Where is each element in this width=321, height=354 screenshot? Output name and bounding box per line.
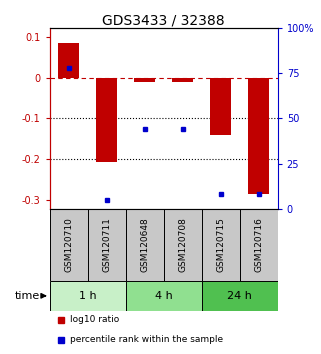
Text: percentile rank within the sample: percentile rank within the sample — [70, 335, 223, 344]
Text: 4 h: 4 h — [155, 291, 173, 301]
Text: 1 h: 1 h — [79, 291, 97, 301]
FancyBboxPatch shape — [126, 281, 202, 311]
Bar — [58, 43, 79, 78]
Text: time: time — [15, 291, 40, 301]
Title: GDS3433 / 32388: GDS3433 / 32388 — [102, 13, 225, 27]
FancyBboxPatch shape — [50, 281, 126, 311]
FancyBboxPatch shape — [88, 209, 126, 281]
Text: GSM120711: GSM120711 — [102, 217, 111, 272]
Text: GSM120648: GSM120648 — [140, 217, 149, 272]
FancyBboxPatch shape — [202, 281, 278, 311]
FancyBboxPatch shape — [240, 209, 278, 281]
Bar — [210, 78, 231, 135]
Text: GSM120715: GSM120715 — [216, 217, 225, 272]
FancyBboxPatch shape — [164, 209, 202, 281]
Text: GSM120716: GSM120716 — [254, 217, 263, 272]
FancyBboxPatch shape — [126, 209, 164, 281]
Text: log10 ratio: log10 ratio — [70, 315, 119, 324]
Text: GSM120710: GSM120710 — [64, 217, 73, 272]
Bar — [134, 78, 155, 82]
Bar — [248, 78, 269, 194]
FancyBboxPatch shape — [202, 209, 240, 281]
Text: GSM120708: GSM120708 — [178, 217, 187, 272]
Bar — [96, 78, 117, 161]
Text: 24 h: 24 h — [227, 291, 252, 301]
Bar — [172, 78, 193, 82]
FancyBboxPatch shape — [50, 209, 88, 281]
